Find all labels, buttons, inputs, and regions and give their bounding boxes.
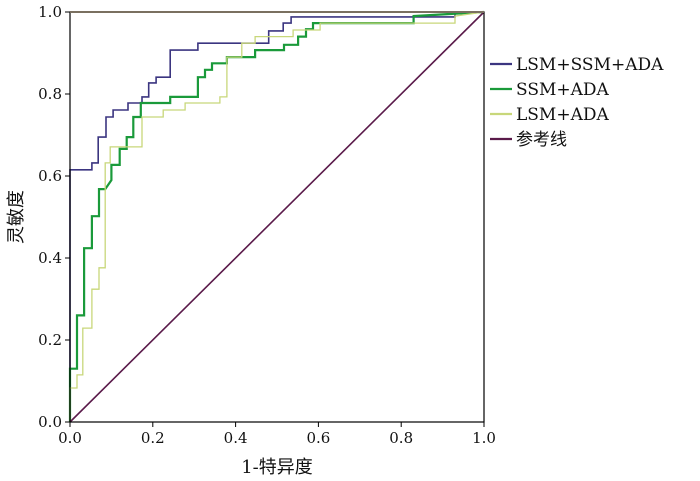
series-line-3 — [69, 11, 485, 423]
x-tick-label: 0.8 — [389, 429, 413, 447]
x-tick-label: 0.6 — [306, 429, 330, 447]
y-tick-label: 0.8 — [38, 85, 62, 103]
series-line-0 — [69, 11, 484, 422]
y-tick-label: 1.0 — [38, 3, 62, 21]
series-line-2 — [69, 11, 485, 422]
y-tick-label: 0.2 — [38, 331, 62, 349]
y-tick-label: 0.4 — [38, 249, 62, 267]
x-tick-label: 0.0 — [58, 429, 82, 447]
x-tick-label: 0.2 — [141, 429, 165, 447]
x-tick-label: 1.0 — [472, 429, 496, 447]
y-tick-label: 0.0 — [38, 413, 62, 431]
legend-label: SSM+ADA — [516, 80, 610, 100]
x-axis-label: 1-特异度 — [241, 457, 313, 478]
legend-label: LSM+ADA — [516, 105, 609, 125]
legend-label: 参考线 — [516, 130, 567, 150]
y-axis-label: 灵敏度 — [6, 190, 27, 244]
series-line-1 — [68, 10, 485, 422]
x-tick-label: 0.4 — [224, 429, 248, 447]
y-tick-label: 0.6 — [38, 167, 62, 185]
legend-label: LSM+SSM+ADA — [516, 55, 664, 75]
